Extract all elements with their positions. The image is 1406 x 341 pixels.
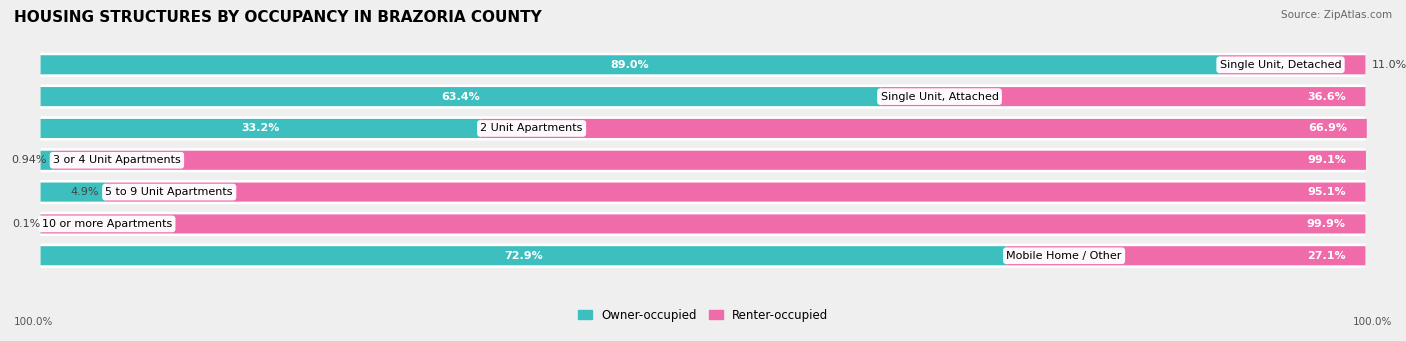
Text: 89.0%: 89.0% <box>610 60 650 70</box>
FancyBboxPatch shape <box>41 246 1007 265</box>
FancyBboxPatch shape <box>53 151 1367 170</box>
FancyBboxPatch shape <box>41 151 53 170</box>
FancyBboxPatch shape <box>41 85 1365 109</box>
Text: 3 or 4 Unit Apartments: 3 or 4 Unit Apartments <box>53 155 181 165</box>
FancyBboxPatch shape <box>41 87 880 106</box>
Text: 27.1%: 27.1% <box>1308 251 1346 261</box>
Text: 11.0%: 11.0% <box>1372 60 1406 70</box>
FancyBboxPatch shape <box>41 182 105 202</box>
Text: 0.94%: 0.94% <box>11 155 46 165</box>
Text: HOUSING STRUCTURES BY OCCUPANCY IN BRAZORIA COUNTY: HOUSING STRUCTURES BY OCCUPANCY IN BRAZO… <box>14 10 541 25</box>
FancyBboxPatch shape <box>41 212 1365 236</box>
Text: 36.6%: 36.6% <box>1306 92 1346 102</box>
Text: 72.9%: 72.9% <box>505 251 543 261</box>
Legend: Owner-occupied, Renter-occupied: Owner-occupied, Renter-occupied <box>572 304 834 326</box>
Text: 99.9%: 99.9% <box>1306 219 1346 229</box>
Text: 66.9%: 66.9% <box>1308 123 1347 133</box>
Text: Single Unit, Attached: Single Unit, Attached <box>880 92 998 102</box>
FancyBboxPatch shape <box>41 116 1365 140</box>
FancyBboxPatch shape <box>880 87 1365 106</box>
Text: 99.1%: 99.1% <box>1308 155 1346 165</box>
Text: 4.9%: 4.9% <box>70 187 98 197</box>
FancyBboxPatch shape <box>481 119 1367 138</box>
FancyBboxPatch shape <box>1220 55 1365 74</box>
Text: 33.2%: 33.2% <box>242 123 280 133</box>
FancyBboxPatch shape <box>41 55 1220 74</box>
FancyBboxPatch shape <box>41 53 1365 77</box>
Text: 0.1%: 0.1% <box>13 219 41 229</box>
Text: 63.4%: 63.4% <box>441 92 479 102</box>
Text: 10 or more Apartments: 10 or more Apartments <box>42 219 172 229</box>
Text: 5 to 9 Unit Apartments: 5 to 9 Unit Apartments <box>105 187 233 197</box>
Text: Source: ZipAtlas.com: Source: ZipAtlas.com <box>1281 10 1392 20</box>
FancyBboxPatch shape <box>41 148 1365 172</box>
FancyBboxPatch shape <box>41 119 481 138</box>
FancyBboxPatch shape <box>42 214 1365 234</box>
Text: 95.1%: 95.1% <box>1308 187 1346 197</box>
FancyBboxPatch shape <box>41 244 1365 268</box>
Text: 2 Unit Apartments: 2 Unit Apartments <box>481 123 583 133</box>
FancyBboxPatch shape <box>41 180 1365 204</box>
Text: Mobile Home / Other: Mobile Home / Other <box>1007 251 1122 261</box>
Text: 100.0%: 100.0% <box>1353 317 1392 327</box>
FancyBboxPatch shape <box>105 182 1365 202</box>
Text: Single Unit, Detached: Single Unit, Detached <box>1220 60 1341 70</box>
Text: 100.0%: 100.0% <box>14 317 53 327</box>
FancyBboxPatch shape <box>1007 246 1365 265</box>
